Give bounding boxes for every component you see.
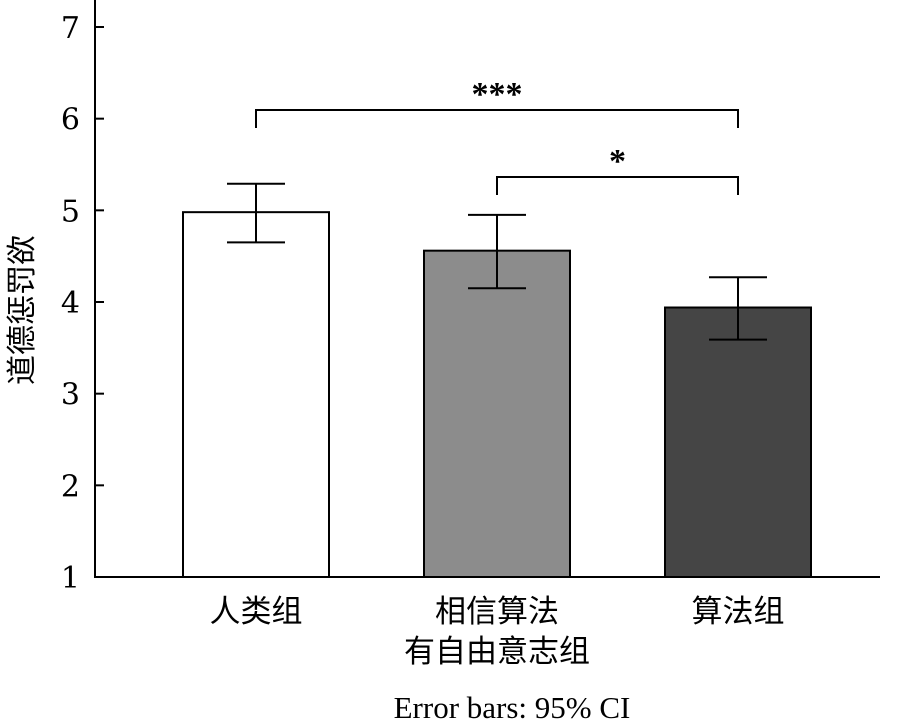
bar [664,306,812,578]
bar [182,211,330,579]
error-bar [227,182,285,244]
x-tick-label: 有自由意志组 [404,634,590,670]
y-tick-label: 6 [61,103,80,138]
bar [423,249,571,579]
x-tick-label: 相信算法 [435,594,559,630]
x-tick-label: 人类组 [210,594,303,630]
significance-brackets: **** [255,76,739,195]
error-bar [709,276,767,341]
y-ticks: 1 2 3 4 5 6 7 [61,11,104,596]
y-tick-label: 5 [61,194,80,229]
error-bar [468,213,526,290]
significance-label: *** [472,76,523,113]
y-tick-label: 2 [61,469,80,504]
x-tick-label: 算法组 [692,594,785,630]
significance-label: * [609,143,626,180]
y-tick-label: 7 [61,11,80,46]
y-tick-label: 1 [61,561,80,596]
y-tick-label: 3 [61,378,80,413]
significance-bracket [255,109,739,128]
y-axis-label: 道德惩罚欲 [5,235,40,385]
significance-bracket [496,176,739,195]
y-tick-label: 4 [61,286,80,321]
footnote: Error bars: 95% CI [394,690,631,720]
error-bars [227,182,767,341]
